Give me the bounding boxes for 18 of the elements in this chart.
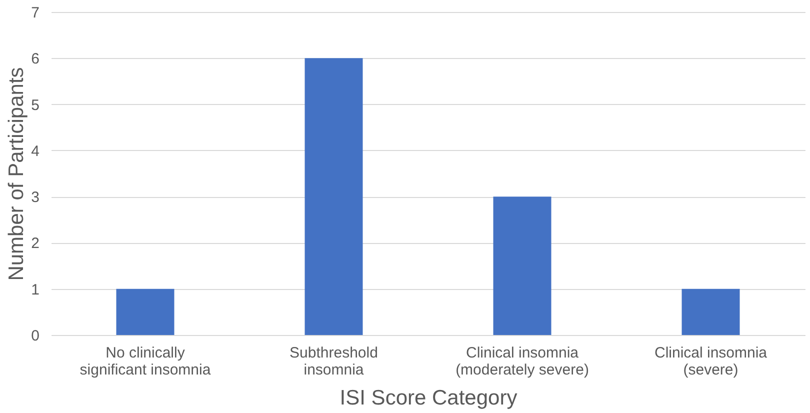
y-tick-label: 2 [31, 235, 40, 252]
bar [304, 58, 363, 335]
x-tick-label: Clinical insomnia (severe) [654, 344, 768, 378]
x-tick-label: No clinically significant insomnia [80, 344, 212, 378]
bar [493, 196, 552, 335]
y-tick-label: 3 [31, 189, 40, 206]
y-tick-label: 5 [31, 96, 40, 114]
bar [682, 288, 740, 335]
y-tick-label: 4 [31, 142, 40, 160]
y-axis-title: Number of Participants [5, 67, 28, 281]
y-tick-label: 7 [31, 4, 40, 22]
x-axis-title: ISI Score Category [340, 386, 518, 410]
bar [116, 288, 174, 335]
x-tick-label: Clinical insomnia (moderately severe) [456, 344, 589, 378]
x-tick-label: Subthreshold insomnia [290, 344, 378, 378]
y-tick-label: 6 [31, 50, 40, 68]
y-tick-label: 0 [31, 328, 40, 344]
y-tick-label: 1 [31, 281, 40, 298]
